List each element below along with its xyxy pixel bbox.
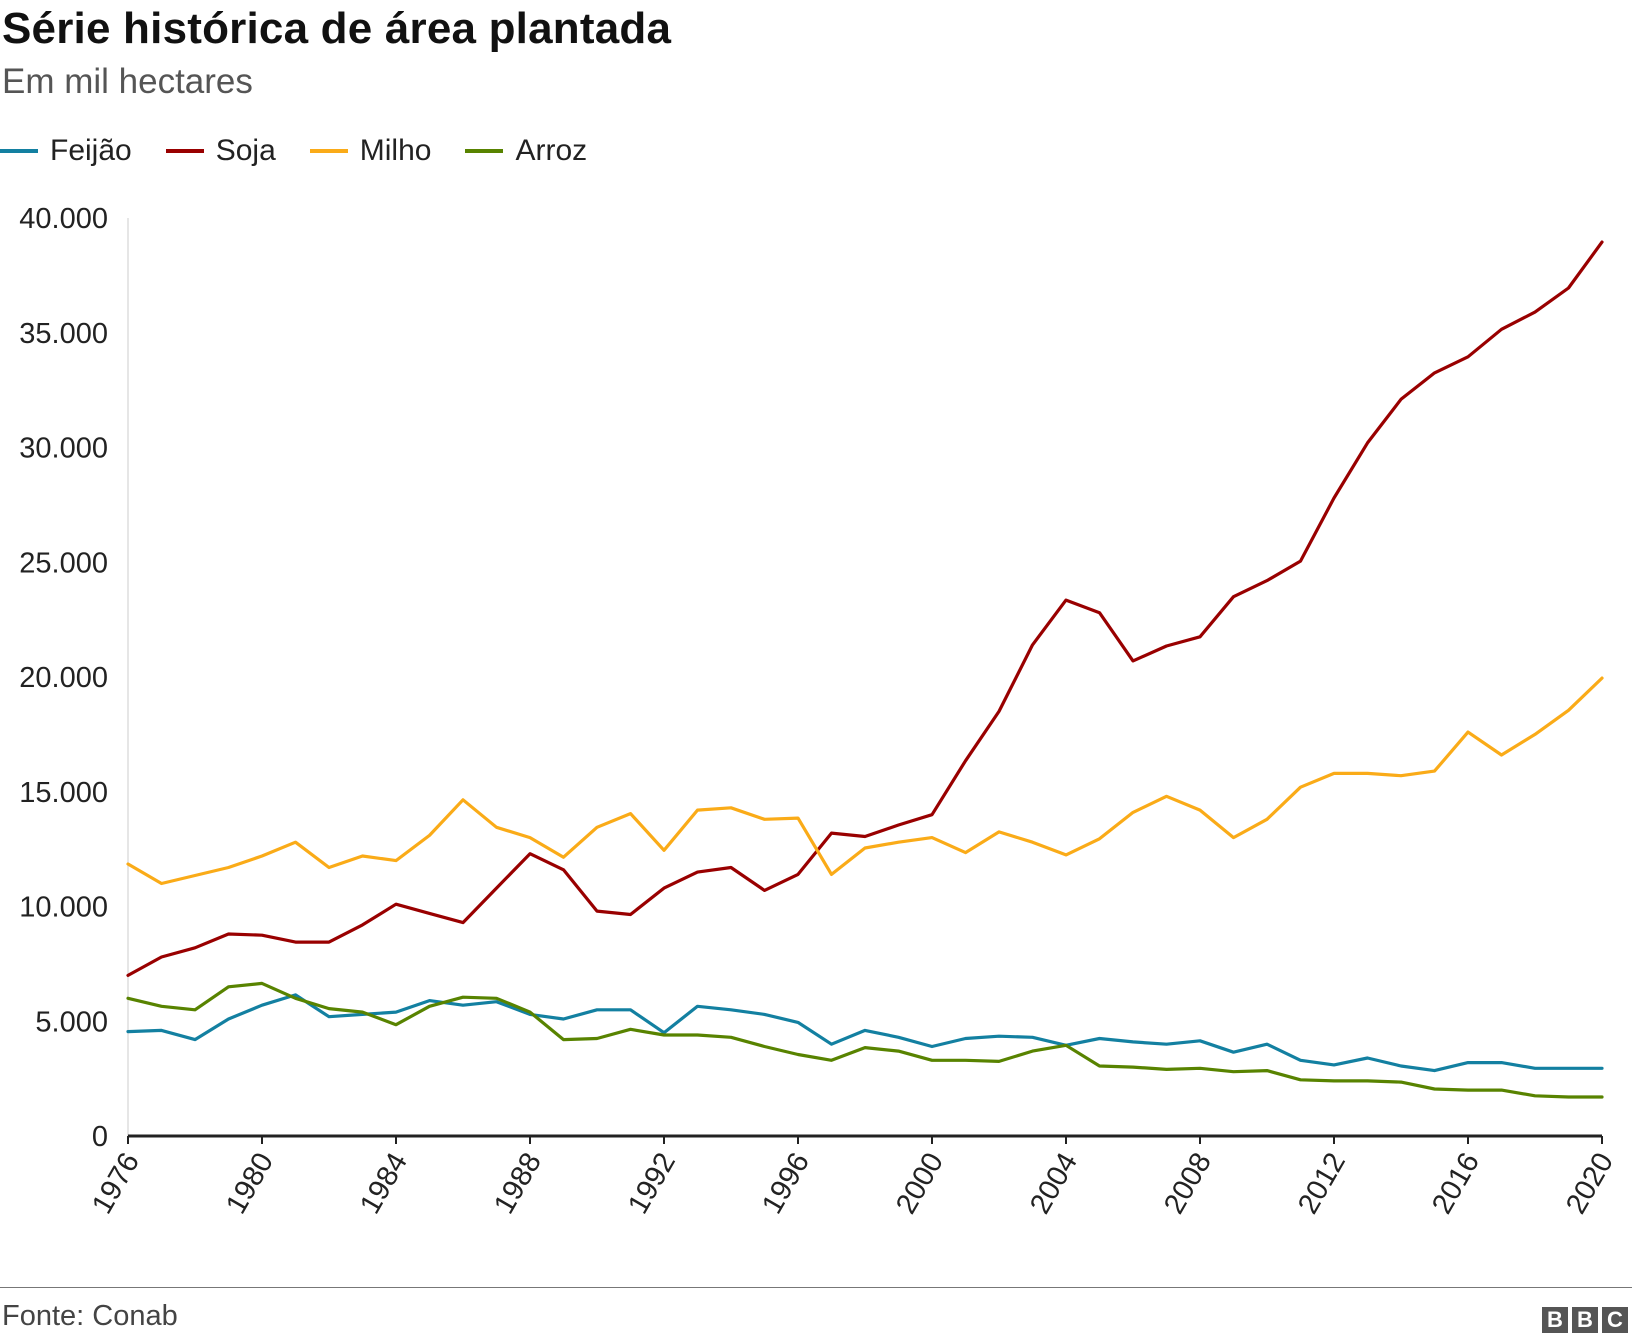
- series-line-Soja: [126, 240, 1604, 977]
- legend-label: Soja: [215, 134, 276, 167]
- x-tick-label: 2004: [1024, 1148, 1084, 1220]
- chart-subtitle: Em mil hectares: [2, 62, 253, 101]
- y-tick-label: 20.000: [19, 662, 108, 694]
- legend-item-3: Milho: [309, 134, 432, 168]
- y-tick-label: 15.000: [19, 777, 108, 809]
- legend-item-2: Soja: [165, 134, 276, 168]
- legend-swatch: [309, 149, 348, 153]
- chart-legend: Feijão Soja Milho Arroz: [0, 134, 621, 168]
- series-line-Arroz: [126, 981, 1604, 1099]
- footer-divider: [0, 1287, 1632, 1288]
- bbc-logo: B B C: [1538, 1307, 1628, 1333]
- y-tick-label: 10.000: [19, 892, 108, 924]
- x-tick-label: 1976: [86, 1148, 146, 1220]
- y-tick-label: 30.000: [19, 433, 108, 465]
- bbc-logo-letter-2: B: [1572, 1307, 1598, 1333]
- y-tick-label: 0: [92, 1121, 108, 1153]
- y-tick-label: 25.000: [19, 547, 108, 579]
- legend-item-1: Feijão: [0, 134, 132, 168]
- legend-label: Milho: [359, 134, 432, 167]
- series-line-Feijão: [126, 993, 1604, 1073]
- legend-swatch: [465, 149, 504, 153]
- source-note: Fonte: Conab: [2, 1300, 178, 1332]
- legend-swatch: [0, 149, 38, 153]
- chart-title: Série histórica de área plantada: [2, 4, 672, 53]
- legend-label: Feijão: [50, 134, 132, 167]
- x-tick-label: 2008: [1158, 1148, 1218, 1220]
- bbc-logo-letter-3: C: [1602, 1307, 1628, 1333]
- line-chart: 0 5.000 10.000 15.000 20.000 25.000 30.000 35.0…: [19, 203, 1620, 1220]
- legend-label: Arroz: [515, 134, 588, 167]
- y-tick-label: 35.000: [19, 318, 108, 350]
- x-tick-label: 1988: [488, 1148, 548, 1220]
- x-tick-label: 1984: [354, 1148, 414, 1220]
- x-tick-label: 2020: [1560, 1148, 1620, 1220]
- legend-item-4: Arroz: [465, 134, 587, 168]
- x-tick-label: 2000: [890, 1148, 950, 1220]
- x-tick-label: 1980: [220, 1148, 280, 1220]
- x-tick-label: 1992: [622, 1148, 682, 1220]
- y-tick-label: 40.000: [19, 203, 108, 235]
- y-tick-label: 5.000: [35, 1006, 108, 1038]
- x-tick-label: 2016: [1426, 1148, 1486, 1220]
- bbc-logo-letter-1: B: [1542, 1307, 1568, 1333]
- legend-swatch: [165, 149, 204, 153]
- series-line-Milho: [126, 676, 1604, 886]
- x-tick-label: 1996: [756, 1148, 816, 1220]
- x-tick-label: 2012: [1292, 1148, 1352, 1220]
